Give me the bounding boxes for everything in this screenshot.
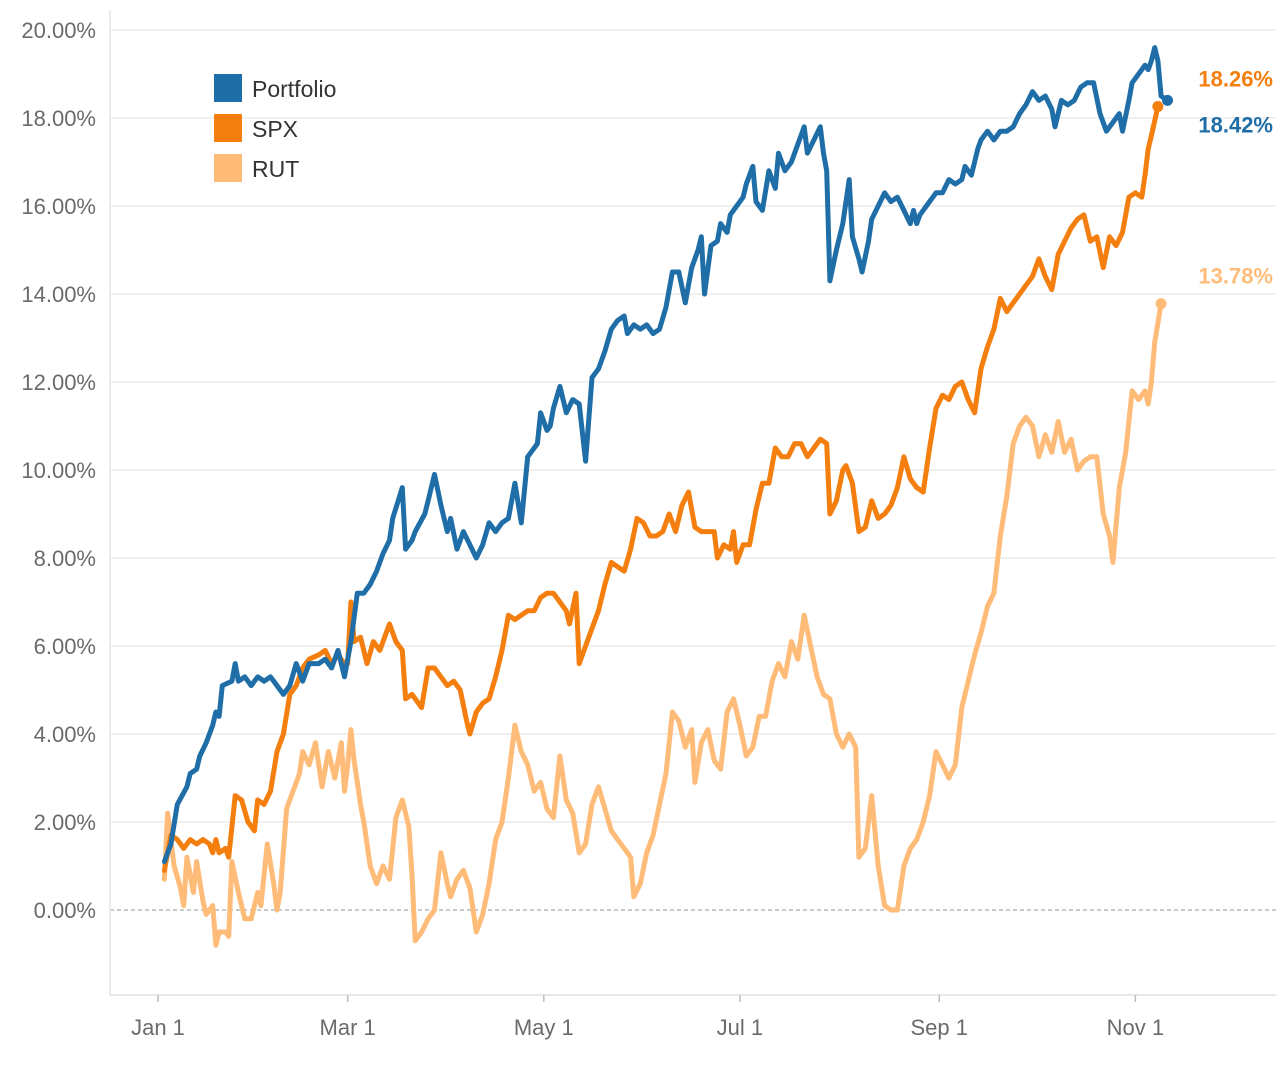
legend-label-spx: SPX [252, 116, 298, 142]
y-tick-label: 6.00% [34, 634, 96, 659]
x-tick-label: Jan 1 [131, 1015, 185, 1040]
y-axis: 0.00% 2.00% 4.00% 6.00% 8.00% 10.00% 12.00% 14.… [21, 18, 96, 923]
end-point-spx [1152, 101, 1164, 113]
end-label-portfolio: 18.42% [1198, 112, 1273, 137]
legend-swatch-rut [214, 154, 242, 182]
legend: Portfolio SPX RUT [214, 74, 336, 182]
y-tick-label: 18.00% [21, 106, 96, 131]
end-labels: 13.78% 18.26% 18.42% [1198, 67, 1273, 289]
end-point-portfolio [1162, 94, 1174, 106]
y-tick-label: 0.00% [34, 898, 96, 923]
y-tick-label: 12.00% [21, 370, 96, 395]
axes [109, 10, 1276, 996]
y-tick-label: 10.00% [21, 458, 96, 483]
end-label-spx: 18.26% [1198, 67, 1273, 92]
legend-label-portfolio: Portfolio [252, 76, 336, 102]
gridlines [110, 29, 1276, 911]
legend-swatch-spx [214, 114, 242, 142]
y-tick-label: 16.00% [21, 194, 96, 219]
x-tick-label: Jul 1 [717, 1015, 763, 1040]
series-line-spx [161, 104, 1161, 873]
y-tick-label: 14.00% [21, 282, 96, 307]
y-tick-label: 8.00% [34, 546, 96, 571]
series-layer [161, 45, 1174, 948]
y-tick-label: 20.00% [21, 18, 96, 43]
x-tick-label: Nov 1 [1107, 1015, 1164, 1040]
end-label-rut: 13.78% [1198, 264, 1273, 289]
series-line-portfolio [161, 45, 1170, 865]
x-tick-label: Sep 1 [910, 1015, 968, 1040]
x-axis: Jan 1 Mar 1 May 1 Jul 1 Sep 1 Nov 1 [131, 995, 1164, 1040]
legend-swatch-portfolio [214, 74, 242, 102]
x-tick-label: May 1 [514, 1015, 574, 1040]
x-tick-label: Mar 1 [320, 1015, 376, 1040]
y-tick-label: 4.00% [34, 722, 96, 747]
legend-label-rut: RUT [252, 156, 299, 182]
end-point-rut [1155, 298, 1167, 310]
series-line-rut [161, 301, 1164, 948]
y-tick-label: 2.00% [34, 810, 96, 835]
